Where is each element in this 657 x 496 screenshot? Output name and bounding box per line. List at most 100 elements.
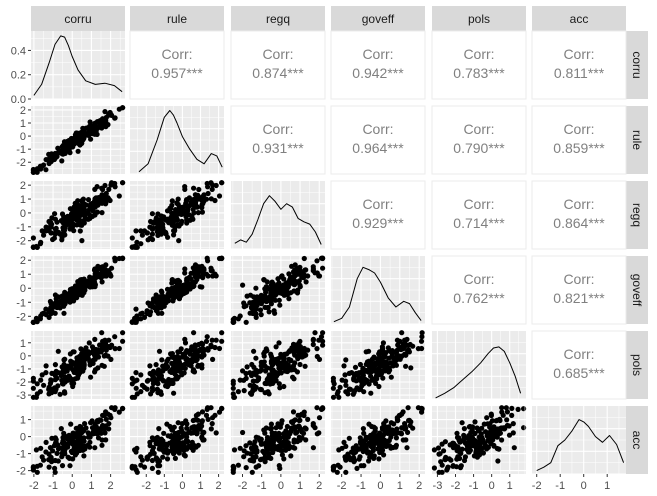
panel-goveff-rule [129,252,228,325]
scatter-point [488,412,494,419]
scatter-point [312,425,318,431]
scatter-point [75,213,81,219]
scatter-point [476,449,482,456]
scatter-point [196,186,202,193]
scatter-point [366,348,372,354]
panel-corru-pols: Corr: 0.783*** [431,30,527,100]
scatter-point [402,340,408,346]
scatter-point [192,352,198,358]
scatter-point [208,196,214,202]
scatter-point [116,409,122,415]
scatter-point [506,432,513,438]
scatter-point [241,388,247,394]
scatter-point [276,280,282,286]
row-strip-label-regq: regq [630,203,644,227]
scatter-point [205,190,211,197]
corr-label: Corr: [563,196,594,212]
scatter-point [393,362,399,368]
x-tick-label-regq-0: 0 [278,480,284,492]
scatter-point [49,435,55,441]
scatter-point [299,429,305,435]
scatter-point [184,356,190,362]
scatter-point [210,182,216,188]
scatter-point [116,106,122,112]
scatter-point [368,432,374,438]
scatter-point [55,348,61,354]
scatter-point [86,283,92,289]
scatter-point [331,381,337,387]
scatter-point [81,453,87,459]
corr-panel-background [230,30,326,100]
scatter-point [148,391,154,397]
scatter-point [134,469,140,475]
scatter-point [456,435,462,441]
corr-value-rule-goveff: 0.964*** [352,140,404,156]
scatter-point [189,439,195,445]
scatter-point [193,412,199,419]
scatter-point [286,296,292,302]
scatter-point [173,358,180,364]
scatter-point [186,349,192,355]
scatter-point [251,348,257,354]
scatter-point [93,429,99,435]
scatter-point [262,441,268,447]
scatter-point [472,419,478,425]
scatter-point [83,279,89,286]
scatter-point [61,227,68,233]
row-strip-label-pols: pols [630,354,644,376]
scatter-point [166,220,172,226]
scatter-point [164,456,171,462]
row-strip-rule: rule [626,106,648,174]
scatter-point [87,119,93,125]
scatter-point [510,430,516,436]
panel-rule-rule [130,106,228,175]
y-tick-label-rule-m1: -1 [16,144,26,156]
scatter-point [253,306,259,312]
scatter-point [85,197,92,203]
scatter-point [281,358,287,364]
scatter-point [193,193,199,199]
scatter-point [87,439,93,445]
scatter-point [456,448,462,455]
scatter-point [144,386,150,392]
scatter-point [39,454,45,460]
scatter-point [290,409,297,415]
scatter-point [506,423,512,429]
scatter-point [144,456,150,462]
corr-value-corru-goveff: 0.942*** [352,65,404,81]
panel-rule-corru [24,103,126,175]
scatter-point [102,109,108,115]
scatter-points-acc-pols [431,405,527,475]
y-tick-label-acc-1: 1 [20,415,26,427]
scatter-point [69,220,75,226]
scatter-point [48,158,54,164]
scatter-point [129,463,135,469]
scatter-point [183,350,189,356]
scatter-point [43,157,49,163]
scatter-point [310,336,316,342]
scatter-point [235,389,241,395]
scatter-point [98,349,104,355]
scatter-point [176,295,182,301]
x-tick-label-rule-0: 0 [179,480,185,492]
scatter-point [310,421,316,427]
y-tick-label-corru-0p0: 0.0 [11,94,26,106]
corr-value-goveff-pols: 0.762*** [453,290,505,306]
scatter-point [149,377,155,383]
scatter-point [310,341,316,348]
scatter-point [343,378,349,384]
scatter-point [194,430,200,436]
corr-value-rule-regq: 0.931*** [252,140,304,156]
scatter-point [65,141,71,147]
scatter-point [199,197,205,203]
x-tick-label-goveff-0: 0 [377,480,383,492]
scatter-point [169,277,175,283]
scatter-point [264,448,270,455]
scatter-point [92,276,98,282]
y-tick-label-rule-0: 0 [20,131,26,143]
scatter-point [188,363,194,369]
scatter-point [61,310,67,316]
scatter-point [43,449,49,455]
scatter-point [186,429,192,435]
scatter-point [92,421,98,427]
